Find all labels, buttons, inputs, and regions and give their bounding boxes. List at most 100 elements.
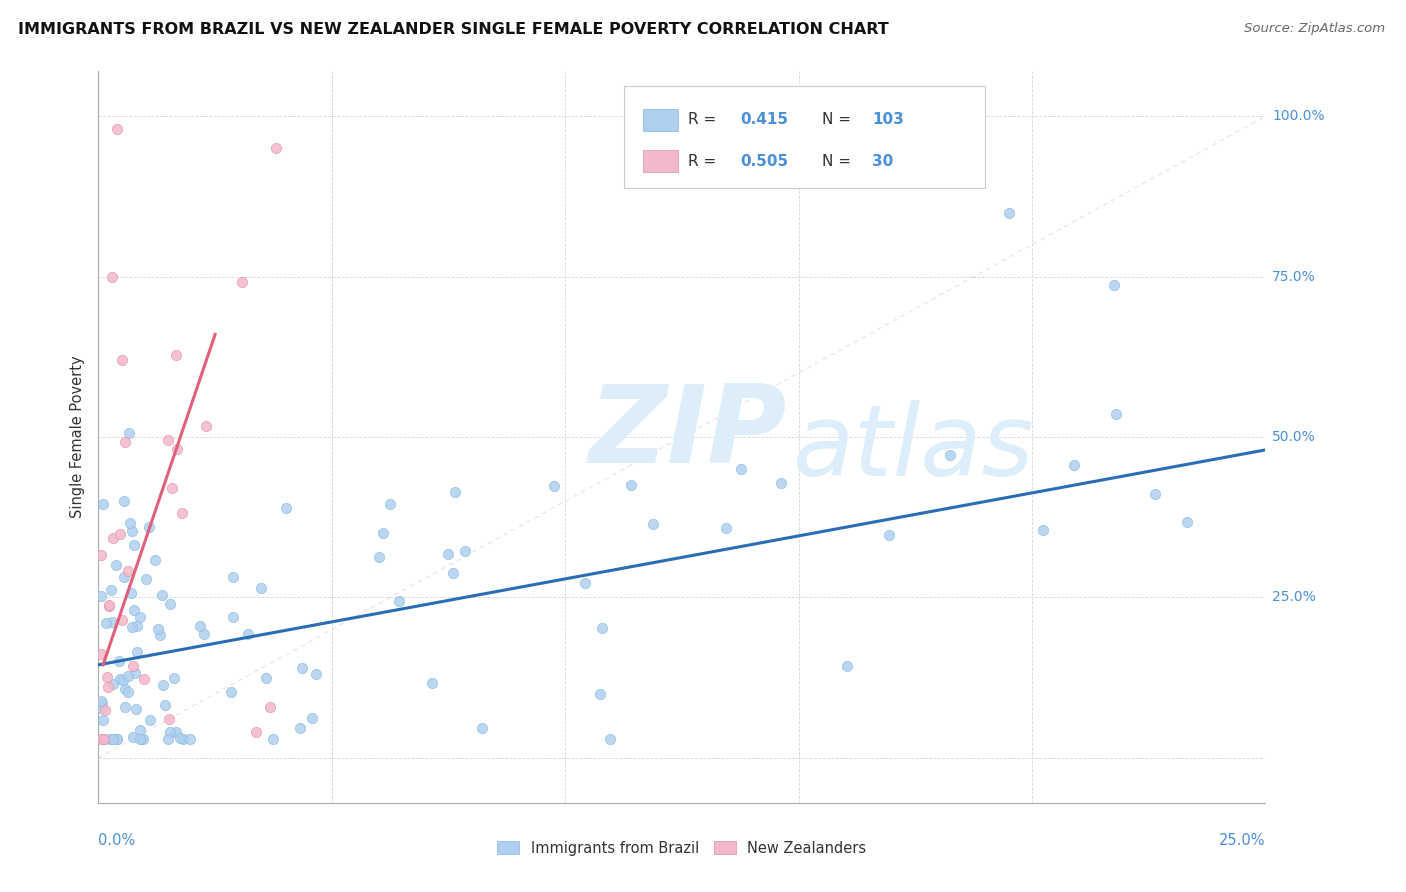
Point: [94, 703, 117, 717]
Point: [1063, 458, 1085, 473]
Point: [769, 476, 792, 491]
Point: [153, 698, 176, 713]
Text: 25.0%: 25.0%: [1219, 833, 1265, 848]
Point: [117, 564, 139, 578]
Point: [131, 731, 153, 746]
Point: [1032, 523, 1054, 537]
Point: [589, 688, 612, 702]
Point: [121, 730, 143, 744]
Point: [125, 702, 148, 716]
Point: [121, 620, 143, 634]
Point: [124, 666, 146, 681]
Point: [91, 713, 114, 727]
Point: [1105, 407, 1128, 421]
Point: [111, 353, 134, 368]
Point: [837, 659, 859, 673]
Point: [188, 619, 211, 633]
Point: [98, 599, 121, 613]
Text: R =: R =: [688, 112, 721, 128]
Point: [454, 543, 477, 558]
Point: [105, 731, 128, 746]
Point: [305, 666, 328, 681]
Point: [101, 269, 124, 284]
Point: [193, 627, 215, 641]
Point: [219, 684, 242, 698]
Point: [90, 731, 112, 746]
Point: [114, 435, 136, 450]
Point: [91, 696, 114, 710]
Point: [139, 713, 162, 727]
Point: [148, 622, 170, 636]
Point: [117, 685, 139, 699]
Point: [93, 731, 115, 746]
Point: [160, 481, 183, 495]
Point: [172, 731, 194, 746]
Point: [105, 122, 128, 136]
Point: [93, 731, 115, 746]
Point: [543, 479, 565, 493]
Point: [231, 275, 253, 289]
Point: [122, 538, 145, 552]
Text: R =: R =: [688, 153, 721, 169]
Point: [101, 615, 124, 630]
Point: [159, 598, 181, 612]
Point: [179, 731, 201, 746]
Point: [194, 418, 217, 433]
Point: [420, 675, 443, 690]
Point: [114, 700, 136, 714]
Point: [129, 731, 152, 746]
Point: [166, 442, 188, 456]
Point: [90, 694, 112, 708]
Text: ZIP: ZIP: [589, 380, 787, 486]
Point: [443, 566, 465, 581]
Point: [378, 497, 401, 511]
Point: [111, 613, 134, 627]
Point: [159, 724, 181, 739]
Point: [127, 645, 149, 659]
Point: [641, 516, 664, 531]
Point: [111, 673, 134, 687]
Point: [238, 627, 260, 641]
Point: [127, 619, 149, 633]
Point: [90, 548, 112, 562]
Point: [443, 484, 465, 499]
Point: [122, 603, 145, 617]
Point: [104, 558, 127, 573]
Point: [96, 670, 118, 684]
Text: 0.0%: 0.0%: [98, 833, 135, 848]
Point: [172, 506, 194, 520]
Text: 100.0%: 100.0%: [1272, 110, 1324, 123]
Point: [121, 524, 143, 538]
Text: 30: 30: [872, 153, 893, 169]
Point: [112, 494, 135, 508]
Point: [388, 594, 411, 608]
Point: [1143, 486, 1166, 500]
Legend: Immigrants from Brazil, New Zealanders: Immigrants from Brazil, New Zealanders: [492, 835, 872, 862]
Point: [97, 598, 120, 612]
Point: [574, 576, 596, 591]
Point: [599, 731, 621, 746]
Point: [91, 497, 114, 511]
Point: [159, 712, 181, 726]
Point: [997, 205, 1019, 219]
Point: [110, 527, 132, 541]
Point: [371, 526, 394, 541]
FancyBboxPatch shape: [624, 86, 986, 188]
Text: 0.415: 0.415: [741, 112, 789, 128]
Point: [259, 699, 281, 714]
Point: [367, 549, 389, 564]
Point: [108, 654, 131, 668]
Point: [101, 677, 124, 691]
Point: [301, 711, 323, 725]
Point: [591, 621, 613, 635]
Text: N =: N =: [823, 112, 856, 128]
Point: [108, 672, 131, 686]
Text: atlas: atlas: [793, 400, 1035, 497]
Point: [254, 671, 277, 685]
Point: [138, 519, 160, 533]
Point: [129, 609, 152, 624]
Point: [128, 723, 150, 738]
Point: [169, 731, 191, 746]
Point: [149, 628, 172, 642]
Point: [120, 585, 142, 599]
